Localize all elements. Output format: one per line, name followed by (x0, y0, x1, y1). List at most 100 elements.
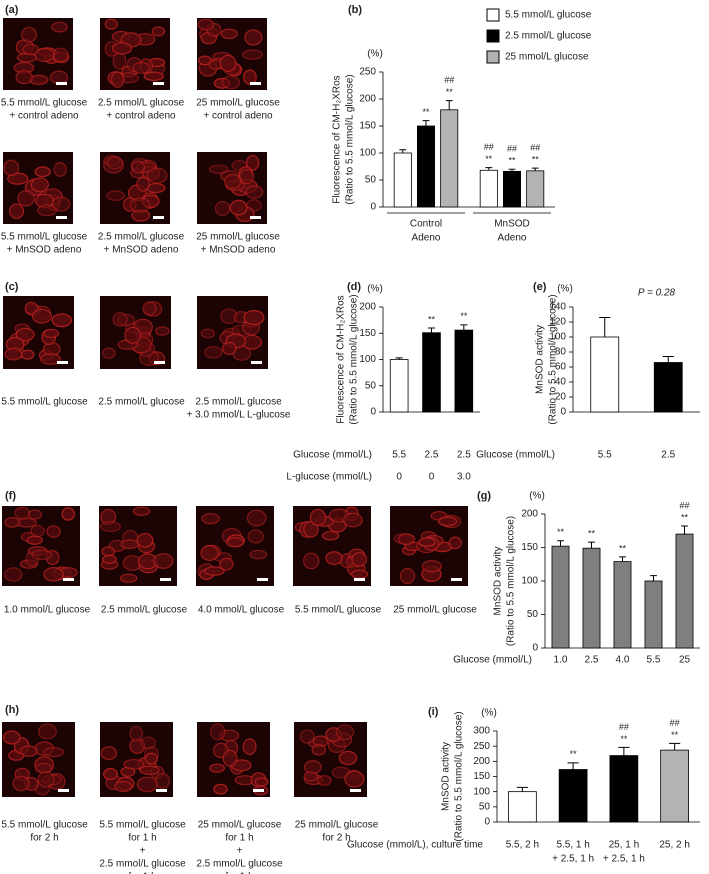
significance-mark: ** (671, 730, 679, 740)
legend-label: 2.5 mmol/L glucose (505, 31, 592, 42)
error-bar (618, 746, 630, 756)
legend-swatch (486, 29, 500, 43)
y-tick-label: 50 (365, 175, 377, 186)
legend-label: 5.5 mmol/L glucose (505, 10, 592, 21)
cell (242, 49, 264, 60)
bar (644, 580, 663, 649)
micrograph (2, 722, 75, 797)
cell (3, 730, 21, 745)
scale-bar (451, 578, 462, 581)
cell (123, 758, 145, 770)
y-axis-label: (Ratio to 5.5 mmol/L glucose) (454, 711, 465, 841)
cell (34, 47, 55, 63)
significance-mark: ** (422, 107, 430, 117)
cell (102, 347, 116, 359)
x-tick-label: Adeno (412, 233, 441, 244)
x-tick-label-row2: 0 (429, 472, 435, 483)
x-tick-label: 25, 1 h (609, 840, 640, 851)
y-tick-label: 150 (521, 542, 538, 553)
error-bar (557, 540, 564, 547)
cell (153, 553, 174, 569)
micrograph (2, 506, 80, 586)
micrograph (99, 506, 177, 586)
cell (106, 190, 126, 201)
cell (30, 524, 45, 538)
image-caption: + control adeno (9, 111, 79, 122)
bar (393, 152, 412, 208)
cell (245, 185, 264, 199)
legend-swatch (486, 50, 500, 64)
cell (242, 69, 257, 85)
x-tick-label: 5.5 (392, 450, 406, 461)
cell (106, 156, 124, 170)
scale-bar (350, 789, 361, 792)
image-caption: + control adeno (106, 111, 176, 122)
significance-mark: ## (530, 142, 540, 152)
scale-bar (153, 82, 164, 85)
error-bar (445, 100, 453, 110)
micrograph (100, 18, 170, 90)
error-bar (588, 541, 595, 549)
scale-bar (57, 361, 68, 364)
micrograph (3, 296, 74, 369)
micrograph (197, 296, 268, 369)
cell (302, 552, 320, 570)
image-caption: 25 mmol/L glucose (198, 820, 282, 831)
cell (243, 310, 265, 326)
cell (335, 724, 355, 740)
cell (200, 545, 219, 561)
x-tick-label: + 2.5, 1 h (603, 854, 645, 865)
x-tick-label: 5.5 (647, 655, 661, 666)
panel-label: (a) (5, 4, 19, 16)
scale-bar (63, 578, 74, 581)
panel-label: (d) (347, 281, 361, 293)
cell (21, 26, 37, 43)
bar (558, 769, 588, 823)
y-tick-label: 300 (473, 726, 490, 737)
x-tick-label: MnSOD (494, 219, 530, 230)
cell (119, 573, 138, 583)
cell (311, 743, 326, 756)
y-tick-label: 100 (473, 786, 490, 797)
cell (132, 61, 151, 74)
cell (20, 349, 35, 360)
y-tick-label: 50 (365, 380, 377, 391)
cell (299, 729, 315, 744)
x-tick-label: 1.0 (554, 655, 568, 666)
x-tick-label: 2.5 (457, 450, 471, 461)
cell (418, 537, 436, 547)
image-caption: 5.5 mmol/L glucose (1, 397, 88, 408)
cell (221, 341, 237, 356)
cell (220, 28, 238, 40)
cell (397, 533, 416, 546)
scale-bar (257, 578, 268, 581)
image-caption: for 1 h (128, 872, 156, 874)
cell (197, 55, 212, 66)
cell (27, 509, 43, 520)
significance-mark: ** (620, 734, 628, 744)
cell (204, 345, 223, 359)
bar (613, 561, 632, 649)
cell (15, 327, 35, 342)
cell (242, 738, 257, 755)
y-tick-label: 100 (549, 332, 566, 343)
y-unit: (%) (481, 708, 497, 719)
cell (146, 167, 168, 184)
error-bar (399, 149, 407, 153)
y-axis-label: MnSOD activity (493, 547, 504, 616)
x-tick-label: 2.5 (585, 655, 599, 666)
cell (219, 54, 237, 72)
y-unit: (%) (367, 49, 383, 60)
significance-mark: ** (570, 749, 578, 759)
scale-bar (253, 789, 264, 792)
cell (103, 767, 118, 781)
cell (31, 549, 53, 561)
cell (249, 549, 268, 560)
legend-swatch (486, 8, 500, 22)
cell (34, 166, 51, 178)
cell (239, 169, 255, 184)
cell (421, 560, 442, 573)
cell (142, 301, 157, 316)
scale-bar (250, 82, 261, 85)
